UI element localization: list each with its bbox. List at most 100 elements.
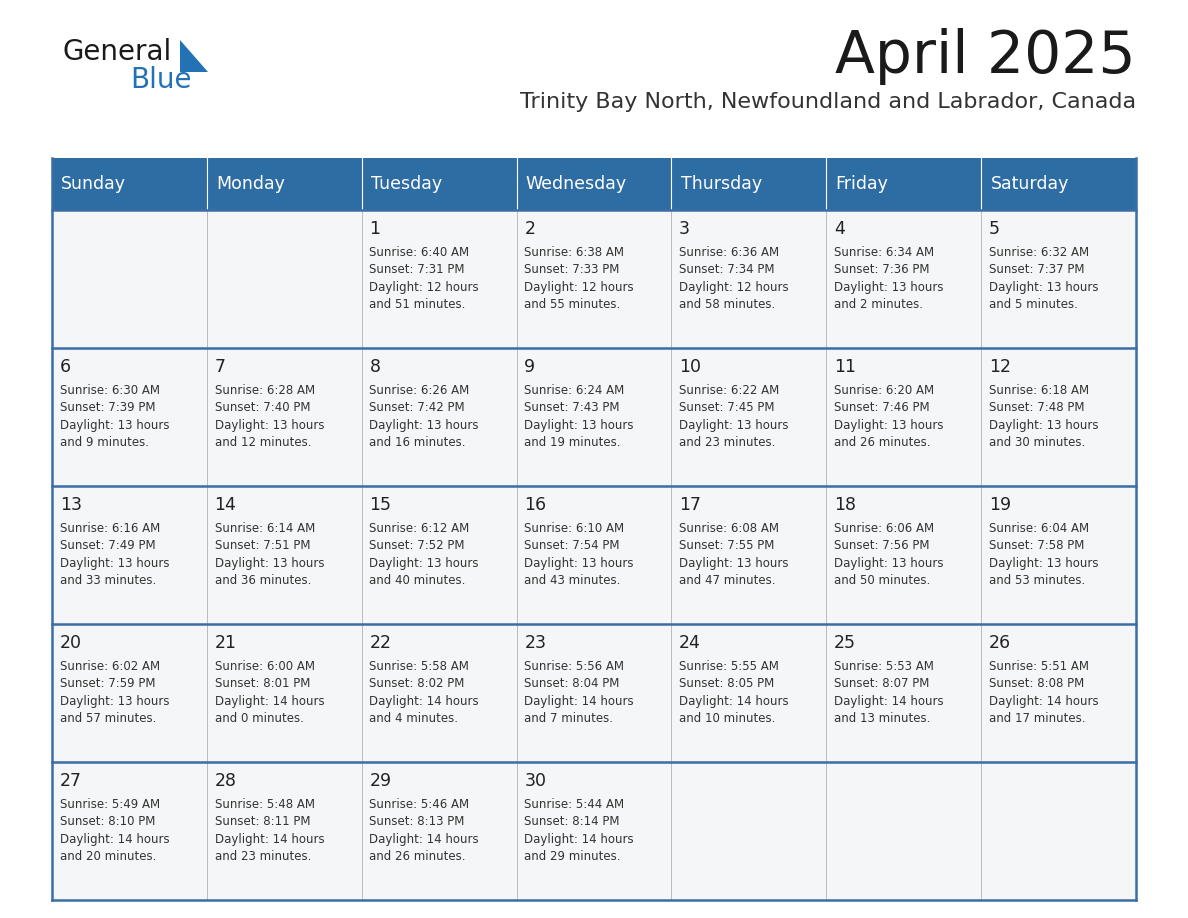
- Bar: [671, 624, 827, 762]
- Text: 29: 29: [369, 772, 392, 789]
- Bar: [207, 158, 361, 210]
- Text: 18: 18: [834, 496, 857, 514]
- Text: 8: 8: [369, 358, 380, 375]
- Text: Sunrise: 6:28 AM
Sunset: 7:40 PM
Daylight: 13 hours
and 12 minutes.: Sunrise: 6:28 AM Sunset: 7:40 PM Dayligh…: [215, 384, 324, 450]
- Text: Sunrise: 6:26 AM
Sunset: 7:42 PM
Daylight: 13 hours
and 16 minutes.: Sunrise: 6:26 AM Sunset: 7:42 PM Dayligh…: [369, 384, 479, 450]
- Bar: [517, 486, 671, 624]
- Text: 19: 19: [988, 496, 1011, 514]
- Text: General: General: [62, 38, 171, 66]
- Bar: [52, 624, 207, 762]
- Text: Sunrise: 6:08 AM
Sunset: 7:55 PM
Daylight: 13 hours
and 47 minutes.: Sunrise: 6:08 AM Sunset: 7:55 PM Dayligh…: [680, 521, 789, 588]
- Bar: [981, 158, 1136, 210]
- Bar: [517, 348, 671, 486]
- Bar: [671, 158, 827, 210]
- Bar: [52, 762, 207, 900]
- Bar: [827, 486, 981, 624]
- Text: Trinity Bay North, Newfoundland and Labrador, Canada: Trinity Bay North, Newfoundland and Labr…: [520, 92, 1136, 112]
- Text: 27: 27: [59, 772, 82, 789]
- Text: 3: 3: [680, 219, 690, 238]
- Text: 6: 6: [59, 358, 71, 375]
- Text: 26: 26: [988, 633, 1011, 652]
- Text: 1: 1: [369, 219, 380, 238]
- Bar: [361, 348, 517, 486]
- Text: Sunrise: 6:18 AM
Sunset: 7:48 PM
Daylight: 13 hours
and 30 minutes.: Sunrise: 6:18 AM Sunset: 7:48 PM Dayligh…: [988, 384, 1099, 450]
- Text: Sunrise: 6:20 AM
Sunset: 7:46 PM
Daylight: 13 hours
and 26 minutes.: Sunrise: 6:20 AM Sunset: 7:46 PM Dayligh…: [834, 384, 943, 450]
- Bar: [52, 158, 207, 210]
- Text: 17: 17: [680, 496, 701, 514]
- Text: 13: 13: [59, 496, 82, 514]
- Bar: [671, 762, 827, 900]
- Text: 15: 15: [369, 496, 392, 514]
- Text: April 2025: April 2025: [835, 28, 1136, 85]
- Bar: [827, 348, 981, 486]
- Text: Sunrise: 5:55 AM
Sunset: 8:05 PM
Daylight: 14 hours
and 10 minutes.: Sunrise: 5:55 AM Sunset: 8:05 PM Dayligh…: [680, 660, 789, 725]
- Bar: [517, 210, 671, 348]
- Bar: [207, 762, 361, 900]
- Text: Sunrise: 6:12 AM
Sunset: 7:52 PM
Daylight: 13 hours
and 40 minutes.: Sunrise: 6:12 AM Sunset: 7:52 PM Dayligh…: [369, 521, 479, 588]
- Text: Sunrise: 6:16 AM
Sunset: 7:49 PM
Daylight: 13 hours
and 33 minutes.: Sunrise: 6:16 AM Sunset: 7:49 PM Dayligh…: [59, 521, 169, 588]
- Text: Sunrise: 5:44 AM
Sunset: 8:14 PM
Daylight: 14 hours
and 29 minutes.: Sunrise: 5:44 AM Sunset: 8:14 PM Dayligh…: [524, 798, 634, 864]
- Text: 30: 30: [524, 772, 546, 789]
- Bar: [207, 210, 361, 348]
- Text: Sunrise: 5:58 AM
Sunset: 8:02 PM
Daylight: 14 hours
and 4 minutes.: Sunrise: 5:58 AM Sunset: 8:02 PM Dayligh…: [369, 660, 479, 725]
- Bar: [207, 624, 361, 762]
- Text: 28: 28: [215, 772, 236, 789]
- Bar: [52, 486, 207, 624]
- Bar: [52, 348, 207, 486]
- Text: Thursday: Thursday: [681, 175, 762, 193]
- Text: Sunday: Sunday: [62, 175, 126, 193]
- Text: 24: 24: [680, 633, 701, 652]
- Bar: [361, 762, 517, 900]
- Text: Sunrise: 6:32 AM
Sunset: 7:37 PM
Daylight: 13 hours
and 5 minutes.: Sunrise: 6:32 AM Sunset: 7:37 PM Dayligh…: [988, 246, 1099, 311]
- Text: 9: 9: [524, 358, 536, 375]
- Text: 7: 7: [215, 358, 226, 375]
- Text: Sunrise: 6:22 AM
Sunset: 7:45 PM
Daylight: 13 hours
and 23 minutes.: Sunrise: 6:22 AM Sunset: 7:45 PM Dayligh…: [680, 384, 789, 450]
- Bar: [981, 348, 1136, 486]
- Bar: [361, 486, 517, 624]
- Text: Sunrise: 5:46 AM
Sunset: 8:13 PM
Daylight: 14 hours
and 26 minutes.: Sunrise: 5:46 AM Sunset: 8:13 PM Dayligh…: [369, 798, 479, 864]
- Text: 11: 11: [834, 358, 857, 375]
- Text: 22: 22: [369, 633, 392, 652]
- Text: Sunrise: 6:34 AM
Sunset: 7:36 PM
Daylight: 13 hours
and 2 minutes.: Sunrise: 6:34 AM Sunset: 7:36 PM Dayligh…: [834, 246, 943, 311]
- Text: 20: 20: [59, 633, 82, 652]
- Text: 21: 21: [215, 633, 236, 652]
- Text: Sunrise: 5:53 AM
Sunset: 8:07 PM
Daylight: 14 hours
and 13 minutes.: Sunrise: 5:53 AM Sunset: 8:07 PM Dayligh…: [834, 660, 943, 725]
- Text: Blue: Blue: [129, 66, 191, 94]
- Bar: [981, 762, 1136, 900]
- Bar: [671, 348, 827, 486]
- Text: Monday: Monday: [216, 175, 285, 193]
- Text: Sunrise: 5:56 AM
Sunset: 8:04 PM
Daylight: 14 hours
and 7 minutes.: Sunrise: 5:56 AM Sunset: 8:04 PM Dayligh…: [524, 660, 634, 725]
- Bar: [827, 762, 981, 900]
- Text: Sunrise: 6:14 AM
Sunset: 7:51 PM
Daylight: 13 hours
and 36 minutes.: Sunrise: 6:14 AM Sunset: 7:51 PM Dayligh…: [215, 521, 324, 588]
- Text: Tuesday: Tuesday: [371, 175, 442, 193]
- Bar: [207, 486, 361, 624]
- Bar: [361, 624, 517, 762]
- Text: 23: 23: [524, 633, 546, 652]
- Text: Sunrise: 6:04 AM
Sunset: 7:58 PM
Daylight: 13 hours
and 53 minutes.: Sunrise: 6:04 AM Sunset: 7:58 PM Dayligh…: [988, 521, 1099, 588]
- Text: Sunrise: 6:30 AM
Sunset: 7:39 PM
Daylight: 13 hours
and 9 minutes.: Sunrise: 6:30 AM Sunset: 7:39 PM Dayligh…: [59, 384, 169, 450]
- Text: 12: 12: [988, 358, 1011, 375]
- Text: Sunrise: 6:24 AM
Sunset: 7:43 PM
Daylight: 13 hours
and 19 minutes.: Sunrise: 6:24 AM Sunset: 7:43 PM Dayligh…: [524, 384, 634, 450]
- Bar: [361, 158, 517, 210]
- Bar: [517, 762, 671, 900]
- Bar: [52, 210, 207, 348]
- Bar: [517, 158, 671, 210]
- Text: Sunrise: 6:38 AM
Sunset: 7:33 PM
Daylight: 12 hours
and 55 minutes.: Sunrise: 6:38 AM Sunset: 7:33 PM Dayligh…: [524, 246, 634, 311]
- Text: 2: 2: [524, 219, 536, 238]
- Bar: [981, 486, 1136, 624]
- Bar: [981, 210, 1136, 348]
- Text: Sunrise: 5:49 AM
Sunset: 8:10 PM
Daylight: 14 hours
and 20 minutes.: Sunrise: 5:49 AM Sunset: 8:10 PM Dayligh…: [59, 798, 170, 864]
- Bar: [517, 624, 671, 762]
- Polygon shape: [181, 40, 208, 72]
- Text: Sunrise: 6:00 AM
Sunset: 8:01 PM
Daylight: 14 hours
and 0 minutes.: Sunrise: 6:00 AM Sunset: 8:01 PM Dayligh…: [215, 660, 324, 725]
- Text: Sunrise: 5:48 AM
Sunset: 8:11 PM
Daylight: 14 hours
and 23 minutes.: Sunrise: 5:48 AM Sunset: 8:11 PM Dayligh…: [215, 798, 324, 864]
- Bar: [671, 210, 827, 348]
- Text: 5: 5: [988, 219, 1000, 238]
- Bar: [207, 348, 361, 486]
- Bar: [671, 486, 827, 624]
- Text: Sunrise: 6:10 AM
Sunset: 7:54 PM
Daylight: 13 hours
and 43 minutes.: Sunrise: 6:10 AM Sunset: 7:54 PM Dayligh…: [524, 521, 634, 588]
- Text: Friday: Friday: [835, 175, 889, 193]
- Text: Saturday: Saturday: [991, 175, 1069, 193]
- Bar: [827, 210, 981, 348]
- Text: Wednesday: Wednesday: [526, 175, 627, 193]
